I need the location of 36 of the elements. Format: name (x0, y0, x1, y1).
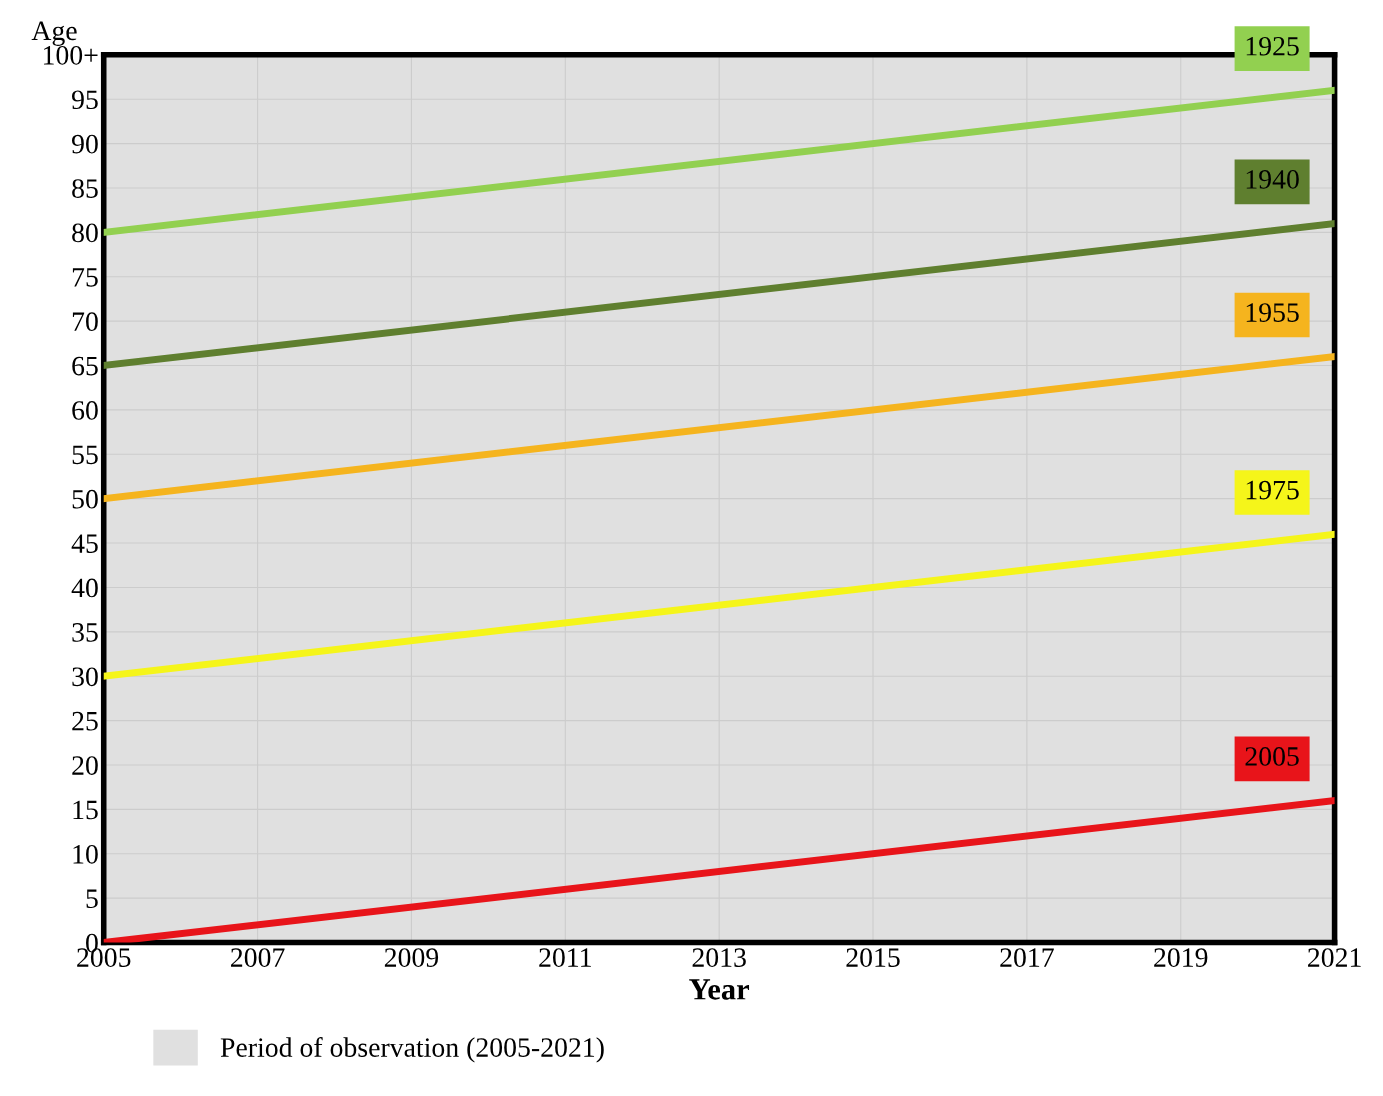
x-tick-label: 2015 (846, 948, 900, 967)
x-tick-label: 2011 (539, 948, 591, 967)
series-label: 1955 (1246, 303, 1299, 322)
y-tick-label: 85 (72, 179, 98, 198)
x-tick-label: 2021 (1308, 948, 1361, 967)
y-tick-label: 100+ (43, 45, 98, 65)
series-label: 1940 (1246, 170, 1299, 189)
y-tick-label: 40 (71, 578, 98, 598)
x-tick-label: 2019 (1154, 948, 1208, 967)
y-tick-label: 60 (72, 401, 98, 420)
y-tick-label: 15 (73, 800, 98, 820)
y-tick-label: 20 (72, 756, 98, 775)
x-tick-label: 2017 (1000, 948, 1054, 967)
y-tick-label: 50 (72, 489, 98, 509)
y-tick-label: 45 (71, 534, 98, 553)
y-tick-label: 30 (72, 667, 98, 687)
x-tick-label: 2009 (384, 948, 439, 967)
y-tick-label: 95 (71, 90, 98, 110)
series-label: 2005 (1245, 747, 1299, 766)
y-tick-label: 80 (72, 223, 98, 243)
y-tick-label: 35 (72, 623, 98, 642)
y-tick-label: 5 (86, 889, 98, 909)
series-label: 1975 (1246, 480, 1299, 500)
y-tick-label: 10 (73, 844, 98, 864)
y-tick-label: 70 (72, 312, 98, 332)
x-axis-title: Year (689, 979, 750, 1000)
x-tick-label: 2013 (692, 948, 746, 967)
x-tick-label: 2007 (231, 948, 285, 967)
y-tick-label: 55 (72, 445, 98, 465)
y-tick-label: 65 (72, 356, 98, 376)
series-label: 1925 (1246, 36, 1299, 56)
y-axis-title: Age (31, 21, 77, 46)
y-tick-label: 75 (72, 268, 98, 287)
y-tick-label: 25 (72, 711, 98, 731)
y-tick-label: 90 (71, 134, 98, 154)
legend-label: Period of observation (2005-2021) (220, 1037, 604, 1063)
